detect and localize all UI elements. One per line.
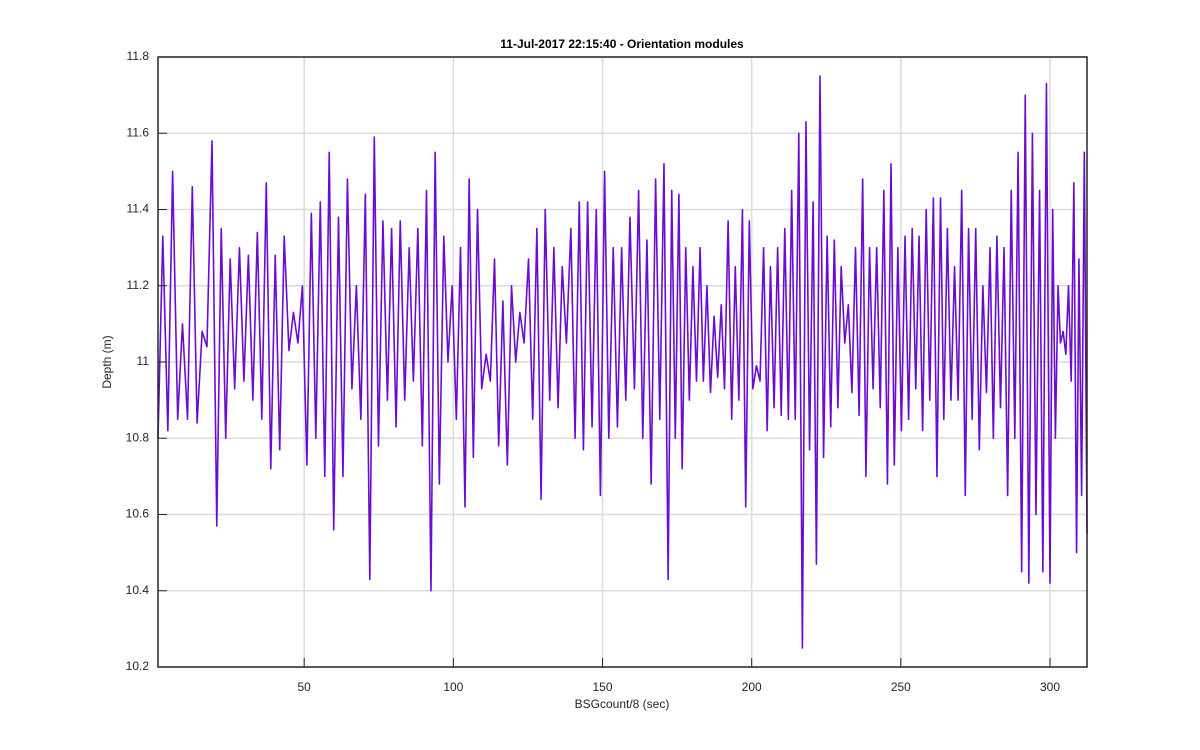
y-tick-label: 10.2 [126,659,150,673]
y-tick-label: 10.6 [126,507,150,521]
x-tick-label: 200 [742,680,762,694]
ticks: 50 100 150 200 250 300 10.2 10.4 10.6 10.8 11 11.2 1… [126,49,1061,694]
y-tick-label: 11 [137,354,150,368]
x-tick-label: 100 [443,680,463,694]
y-tick-label: 11.6 [127,125,150,139]
y-axis-label: Depth (m) [100,335,114,388]
x-tick-label: 300 [1040,680,1060,694]
plot [157,75,1088,649]
x-tick-label: 150 [592,680,612,694]
x-tick-label: 250 [891,680,911,694]
chart-title: 11-Jul-2017 22:15:40 - Orientation modul… [500,37,744,51]
y-tick-label: 10.4 [126,583,150,597]
y-tick-label: 11.2 [127,278,150,292]
y-tick-label: 11.4 [127,202,150,216]
y-tick-label: 11.8 [127,49,150,63]
y-tick-label: 10.8 [126,430,150,444]
x-tick-label: 50 [298,680,312,694]
x-axis-label: BSGcount/8 (sec) [575,697,670,711]
data-line [157,75,1088,649]
